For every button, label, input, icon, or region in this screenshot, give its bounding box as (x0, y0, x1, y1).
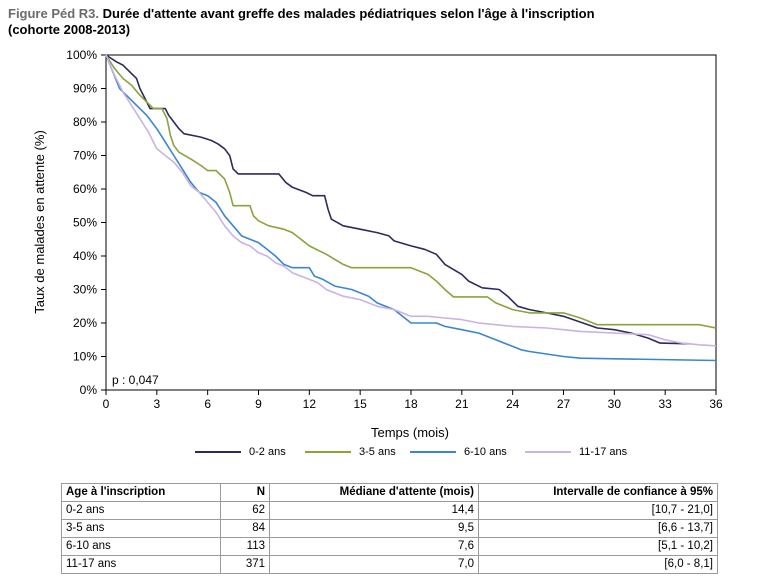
survival-chart: 0 3 6 9 12 15 18 21 24 27 30 33 360%10%20%30%40%50%6… (32, 48, 723, 440)
legend-item-11-17: 11-17 ans (525, 443, 627, 461)
median-wait-table: Age à l'inscription N Médiane d'attente … (61, 483, 718, 574)
y-tick-label: 60% (73, 182, 97, 196)
y-tick-label: 10% (73, 350, 97, 364)
p-value-annotation: p : 0,047 (112, 373, 159, 387)
cell-age: 6-10 ans (61, 537, 221, 556)
table-row: 0-2 ans 62 14,4 [10,7 - 21,0] (61, 501, 718, 520)
cell-n: 62 (220, 501, 270, 520)
y-tick-label: 50% (73, 216, 97, 230)
cell-ci: [5,1 - 10,2] (478, 537, 718, 556)
legend-swatch-6-10 (410, 451, 456, 453)
col-header-age: Age à l'inscription (61, 483, 221, 502)
y-tick-label: 90% (73, 82, 97, 96)
legend-item-3-5: 3-5 ans (305, 443, 396, 461)
y-tick-label: 40% (73, 249, 97, 263)
x-tick-label: 30 (608, 397, 622, 411)
col-header-n: N (220, 483, 270, 502)
x-tick-label: 18 (404, 397, 418, 411)
cell-n: 371 (220, 555, 270, 574)
legend-label-6-10: 6-10 ans (464, 446, 507, 458)
legend-label-0-2: 0-2 ans (249, 446, 286, 458)
series-line-11-17-ans (105, 54, 717, 347)
col-header-median: Médiane d'attente (mois) (269, 483, 479, 502)
legend-swatch-3-5 (305, 451, 351, 453)
x-tick-label: 15 (353, 397, 367, 411)
x-tick-label: 33 (658, 397, 672, 411)
legend-swatch-11-17 (525, 451, 571, 453)
cell-age: 3-5 ans (61, 519, 221, 538)
cell-n: 84 (220, 519, 270, 538)
cell-ci: [10,7 - 21,0] (478, 501, 718, 520)
chart-axes: 0 3 6 9 12 15 18 21 24 27 30 33 360%10%20%30%40%50%6… (66, 48, 723, 411)
y-tick-label: 0% (80, 383, 98, 397)
col-header-ci: Intervalle de confiance à 95% (478, 483, 718, 502)
cell-age: 0-2 ans (61, 501, 221, 520)
legend-swatch-0-2 (195, 451, 241, 453)
x-tick-label: 3 (153, 397, 160, 411)
legend-item-0-2: 0-2 ans (195, 443, 286, 461)
series-line-6-10-ans (105, 54, 717, 362)
cell-median: 7,6 (269, 537, 479, 556)
figure-prefix: Figure Péd R3. (8, 6, 100, 21)
legend-label-3-5: 3-5 ans (359, 446, 396, 458)
table-row: 6-10 ans 113 7,6 [5,1 - 10,2] (61, 537, 718, 556)
series-line-3-5-ans (105, 54, 717, 329)
x-tick-label: 0 (103, 397, 110, 411)
cell-n: 113 (220, 537, 270, 556)
figure-title-line1: Durée d'attente avant greffe des malades… (102, 6, 595, 21)
figure-title: Figure Péd R3. Durée d'attente avant gre… (8, 6, 748, 38)
chart-series (105, 54, 717, 362)
cell-median: 7,0 (269, 555, 479, 574)
cell-age: 11-17 ans (61, 555, 221, 574)
x-tick-label: 6 (204, 397, 211, 411)
figure-title-line2: (cohorte 2008-2013) (8, 22, 131, 37)
table-header-row: Age à l'inscription N Médiane d'attente … (61, 483, 718, 502)
x-axis-label: Temps (mois) (371, 425, 449, 440)
cell-ci: [6,6 - 13,7] (478, 519, 718, 538)
y-tick-label: 70% (73, 149, 97, 163)
chart-legend: 0-2 ans 3-5 ans 6-10 ans 11-17 ans (195, 443, 665, 463)
cell-median: 14,4 (269, 501, 479, 520)
x-tick-label: 36 (709, 397, 723, 411)
y-tick-label: 100% (66, 48, 97, 62)
x-tick-label: 9 (255, 397, 262, 411)
y-tick-label: 20% (73, 316, 97, 330)
cell-median: 9,5 (269, 519, 479, 538)
y-axis-label: Taux de malades en attente (%) (32, 130, 47, 314)
y-tick-label: 80% (73, 115, 97, 129)
table-row: 11-17 ans 371 7,0 [6,0 - 8,1] (61, 555, 718, 574)
x-tick-label: 24 (506, 397, 520, 411)
x-tick-label: 21 (455, 397, 469, 411)
table-row: 3-5 ans 84 9,5 [6,6 - 13,7] (61, 519, 718, 538)
x-tick-label: 12 (303, 397, 317, 411)
series-line-0-2-ans (105, 54, 691, 345)
legend-label-11-17: 11-17 ans (579, 446, 628, 458)
legend-item-6-10: 6-10 ans (410, 443, 507, 461)
x-tick-label: 27 (557, 397, 571, 411)
cell-ci: [6,0 - 8,1] (478, 555, 718, 574)
y-tick-label: 30% (73, 283, 97, 297)
plot-frame (105, 54, 717, 391)
